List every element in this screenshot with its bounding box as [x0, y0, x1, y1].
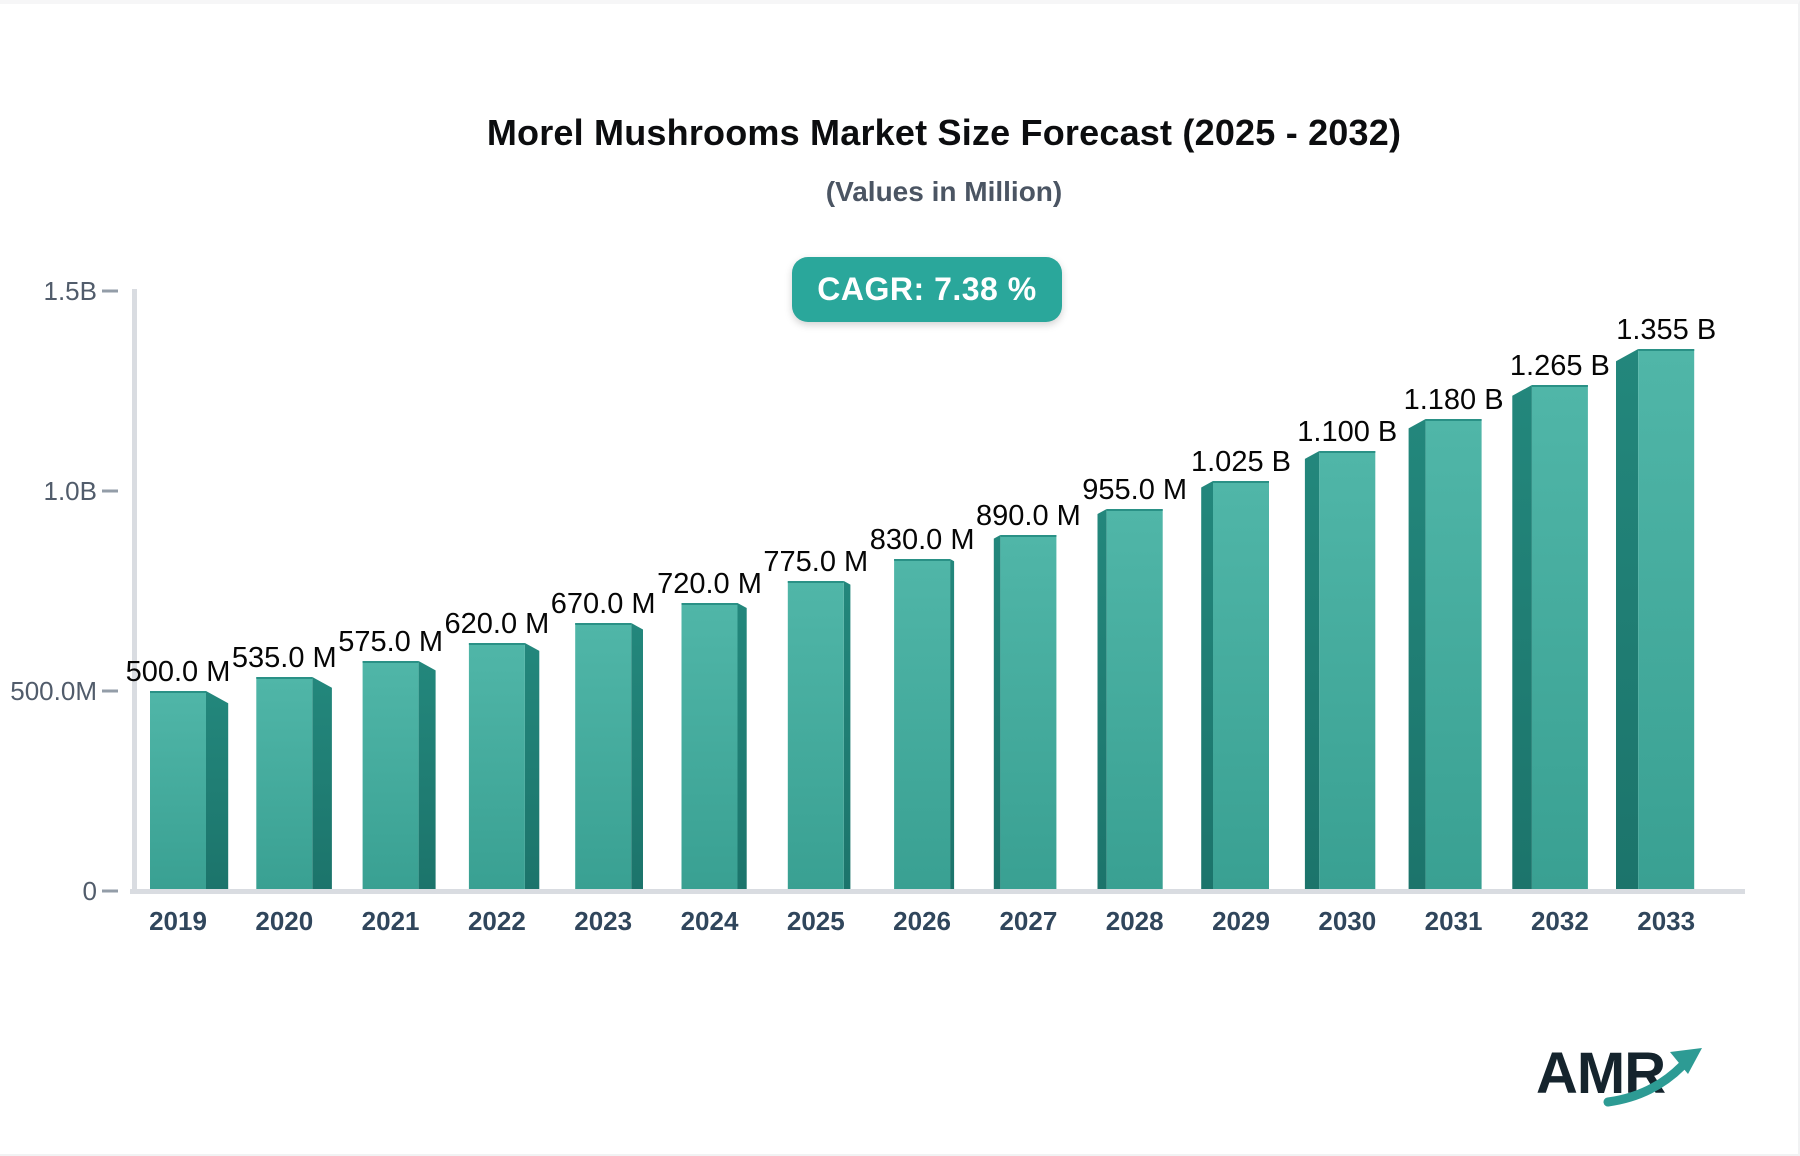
x-axis-label: 2022 [468, 906, 526, 936]
bar-value-label: 830.0 M [870, 524, 975, 556]
bar-side-face [950, 559, 955, 891]
bar-side-face [1304, 451, 1320, 891]
bar-value-label: 720.0 M [657, 568, 762, 600]
bar-front-face [362, 661, 419, 891]
bar-value-label: 1.180 B [1404, 384, 1504, 416]
bar-side-face [1616, 349, 1639, 891]
x-axis-label: 2027 [999, 906, 1057, 936]
bar-value-label: 1.355 B [1616, 314, 1716, 346]
bar-value-label: 1.025 B [1191, 446, 1291, 478]
bar-group-2032[interactable]: 1.265 B 2032 [1510, 350, 1610, 936]
bar-value-label: 575.0 M [338, 626, 443, 658]
bar-side-face [1097, 509, 1107, 891]
y-axis-label: 500.0M [10, 676, 97, 706]
bar-value-label: 1.100 B [1297, 416, 1397, 448]
cagr-badge: CAGR: 7.38 % [792, 257, 1062, 322]
trend-arrow-icon [1603, 1048, 1702, 1107]
bar-group-2030[interactable]: 1.100 B 2030 [1297, 416, 1397, 936]
bar-front-face [1000, 535, 1057, 891]
bar-side-face [1201, 481, 1213, 891]
bar-group-2024[interactable]: 720.0 M 2024 [657, 568, 762, 936]
bar-side-face [206, 691, 229, 891]
bar-side-face [524, 643, 540, 891]
bar-group-2033[interactable]: 1.355 B 2033 [1616, 314, 1716, 936]
bar-side-face [1512, 385, 1532, 891]
y-axis-label: 1.5B [44, 276, 98, 306]
x-axis-label: 2033 [1637, 906, 1695, 936]
bar-value-label: 775.0 M [763, 546, 868, 578]
logo: AMR [1536, 1040, 1716, 1120]
x-axis-label: 2020 [255, 906, 313, 936]
bar-group-2028[interactable]: 955.0 M 2028 [1082, 474, 1187, 936]
bar-group-2025[interactable]: 775.0 M 2025 [763, 546, 868, 936]
x-axis-label: 2026 [893, 906, 951, 936]
bar-group-2031[interactable]: 1.180 B 2031 [1404, 384, 1504, 936]
bar-value-label: 535.0 M [232, 642, 337, 674]
bar-group-2029[interactable]: 1.025 B 2029 [1191, 446, 1291, 936]
bar-group-2026[interactable]: 830.0 M 2026 [870, 524, 975, 936]
bar-front-face [1531, 385, 1588, 891]
bar-side-face [631, 623, 643, 891]
y-axis-label: 0 [83, 876, 97, 906]
bar-group-2027[interactable]: 890.0 M 2027 [976, 500, 1081, 936]
x-axis-label: 2028 [1106, 906, 1164, 936]
bar-group-2019[interactable]: 500.0 M 2019 [126, 656, 231, 936]
bar-group-2020[interactable]: 535.0 M 2020 [232, 642, 337, 936]
x-axis-label: 2025 [787, 906, 845, 936]
bar-side-face [737, 603, 747, 891]
bar-front-face [1425, 419, 1482, 891]
bar-front-face [1213, 481, 1269, 891]
bar-value-label: 955.0 M [1082, 474, 1187, 506]
bar-front-face [787, 581, 844, 891]
bar-front-face [1106, 509, 1163, 891]
bar-side-face [993, 535, 1001, 891]
x-axis-label: 2024 [681, 906, 739, 936]
bar-side-face [312, 677, 332, 891]
bar-group-2021[interactable]: 575.0 M 2021 [338, 626, 443, 936]
bar-front-face [256, 677, 313, 891]
bar-value-label: 1.265 B [1510, 350, 1610, 382]
bar-group-2022[interactable]: 620.0 M 2022 [445, 608, 550, 936]
bar-front-face [468, 643, 525, 891]
x-axis-label: 2023 [574, 906, 632, 936]
bar-group-2023[interactable]: 670.0 M 2023 [551, 588, 656, 936]
bar-front-face [1319, 451, 1376, 891]
bar-side-face [418, 661, 436, 891]
bar-front-face [150, 691, 206, 891]
bar-value-label: 670.0 M [551, 588, 656, 620]
bar-chart-canvas: 1.5B 1.0B 500.0M 0 500.0 M 2019 535.0 M 2020 575… [10, 276, 1745, 936]
y-axis-label: 1.0B [44, 476, 98, 506]
bar-front-face [894, 559, 951, 891]
page-subtitle: (Values in Million) [825, 176, 1063, 207]
x-axis-label: 2019 [149, 906, 207, 936]
bar-front-face [575, 623, 632, 891]
x-axis-label: 2031 [1425, 906, 1483, 936]
page-title: Morel Mushrooms Market Size Forecast (20… [486, 112, 1402, 153]
bar-value-label: 890.0 M [976, 500, 1081, 532]
bar-side-face [843, 581, 851, 891]
x-axis-label: 2021 [362, 906, 420, 936]
x-axis-label: 2030 [1318, 906, 1376, 936]
bar-front-face [681, 603, 738, 891]
bar-value-label: 500.0 M [126, 656, 231, 688]
bar-value-label: 620.0 M [445, 608, 550, 640]
bar-front-face [1638, 349, 1695, 891]
x-axis-label: 2029 [1212, 906, 1270, 936]
x-axis-label: 2032 [1531, 906, 1589, 936]
bar-side-face [1408, 419, 1426, 891]
